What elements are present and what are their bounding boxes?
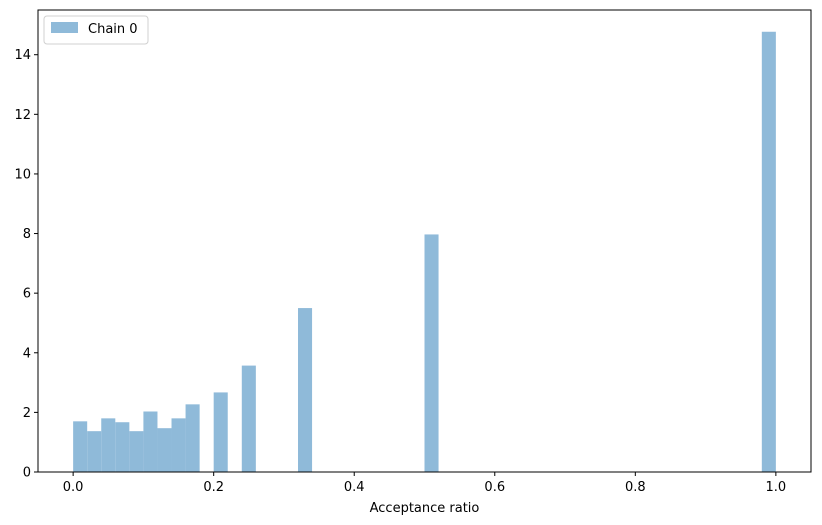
y-tick-label: 12 — [14, 108, 31, 123]
y-axis-ticks: 0 2 4 6 8 10 12 14 — [14, 48, 38, 481]
x-tick-label: 0.8 — [625, 480, 646, 495]
legend: Chain 0 — [43, 15, 149, 45]
histogram-bar-10 — [241, 365, 256, 472]
x-tick-label: 1.0 — [766, 480, 787, 495]
histogram-bar-3 — [115, 422, 130, 472]
y-tick-label: 6 — [23, 287, 31, 302]
y-tick-label: 8 — [23, 227, 31, 242]
histogram-bar-7 — [171, 418, 186, 472]
histogram-bar-1 — [87, 431, 102, 472]
x-tick-label: 0.6 — [484, 480, 505, 495]
histogram-bar-2 — [101, 418, 116, 472]
y-tick-label: 14 — [14, 48, 31, 63]
x-tick-label: 0.0 — [63, 480, 84, 495]
histogram-bar-4 — [129, 431, 144, 472]
x-tick-label: 0.4 — [344, 480, 365, 495]
x-axis-ticks: 0.0 0.2 0.4 0.6 0.8 1.0 — [63, 472, 786, 495]
histogram-bar-8 — [185, 404, 200, 472]
y-tick-label: 2 — [23, 406, 31, 421]
histogram-bar-5 — [143, 411, 158, 472]
y-tick-label: 0 — [23, 466, 31, 481]
legend-label: Chain 0 — [88, 22, 138, 37]
y-tick-label: 4 — [23, 346, 31, 361]
bars-group — [73, 31, 776, 473]
histogram-bar-0 — [73, 421, 88, 472]
histogram-bar-13 — [761, 31, 776, 473]
y-tick-label: 10 — [14, 167, 31, 182]
histogram-bar-9 — [213, 392, 228, 472]
histogram-bar-6 — [157, 428, 172, 472]
legend-swatch — [51, 22, 78, 33]
histogram-bar-12 — [424, 234, 439, 472]
plot-frame — [37, 9, 812, 473]
histogram-bar-11 — [298, 308, 313, 472]
x-tick-label: 0.2 — [203, 480, 224, 495]
x-axis-label: Acceptance ratio — [370, 501, 480, 516]
